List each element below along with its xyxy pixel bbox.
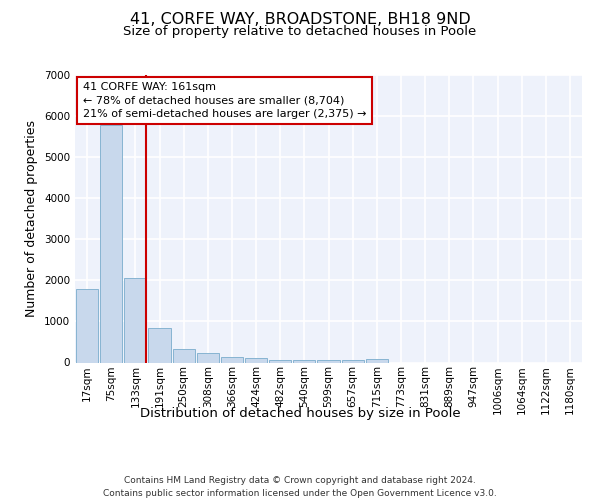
Text: Distribution of detached houses by size in Poole: Distribution of detached houses by size …	[140, 408, 460, 420]
Text: Size of property relative to detached houses in Poole: Size of property relative to detached ho…	[124, 25, 476, 38]
Bar	[100, 125, 122, 362]
Bar	[124, 278, 146, 362]
Bar	[221, 357, 243, 362]
Y-axis label: Number of detached properties: Number of detached properties	[25, 120, 38, 318]
Text: Contains HM Land Registry data © Crown copyright and database right 2024.
Contai: Contains HM Land Registry data © Crown c…	[103, 476, 497, 498]
Bar	[341, 360, 364, 362]
Bar	[293, 360, 316, 362]
Bar	[148, 328, 170, 362]
Bar	[269, 360, 292, 362]
Bar	[197, 354, 219, 362]
Bar	[173, 348, 195, 362]
Bar	[365, 359, 388, 362]
Bar	[317, 360, 340, 362]
Bar	[245, 358, 267, 362]
Bar	[76, 288, 98, 362]
Text: 41 CORFE WAY: 161sqm
← 78% of detached houses are smaller (8,704)
21% of semi-de: 41 CORFE WAY: 161sqm ← 78% of detached h…	[83, 82, 366, 118]
Text: 41, CORFE WAY, BROADSTONE, BH18 9ND: 41, CORFE WAY, BROADSTONE, BH18 9ND	[130, 12, 470, 28]
